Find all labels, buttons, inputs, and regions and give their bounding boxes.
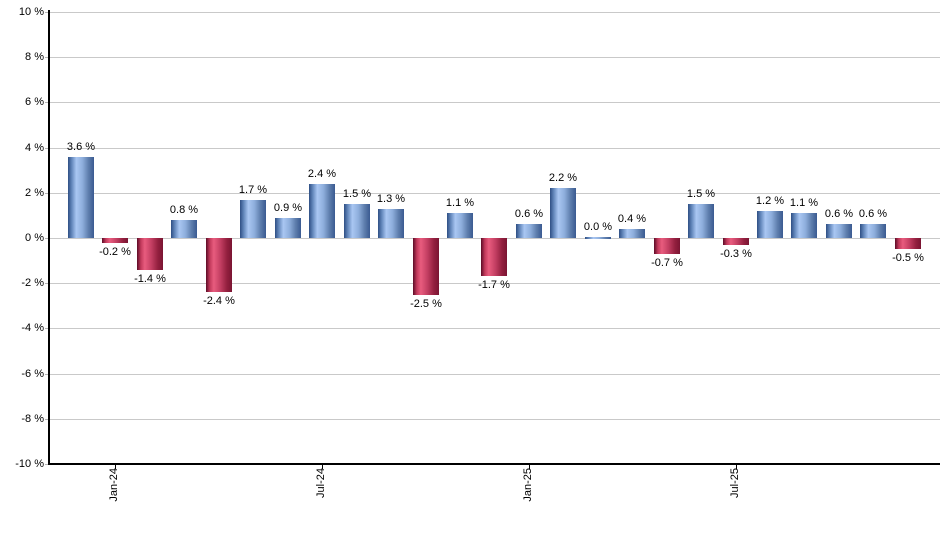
y-axis-label: 10 % [18,6,44,18]
gridline [50,12,940,13]
bar [723,238,749,245]
y-axis-tick [45,148,49,149]
bar [378,209,404,238]
x-axis-tick [322,464,323,469]
y-axis-label: -2 % [21,277,44,289]
gridline [50,148,940,149]
x-axis-tick [529,464,530,469]
y-axis-tick [45,12,49,13]
bar-value-label: 1.2 % [755,195,785,207]
bar [860,224,886,238]
bar [413,238,439,295]
x-axis-tick [736,464,737,469]
bar [826,224,852,238]
bar-value-label: -1.4 % [134,273,166,285]
y-axis-tick [45,57,49,58]
bar [447,213,473,238]
x-axis-label: Jan-25 [522,468,534,502]
bar [585,237,611,239]
bar [68,157,94,238]
x-axis-tick [115,464,116,469]
bar-value-label: -0.5 % [892,252,924,264]
gridline [50,193,940,194]
gridline [50,57,940,58]
y-axis-tick [45,464,49,465]
gridline [50,419,940,420]
bar [516,224,542,238]
y-axis-label: 4 % [25,142,44,154]
gridline [50,328,940,329]
y-axis-tick [45,419,49,420]
bar-value-label: 1.1 % [789,197,819,209]
bar [275,218,301,238]
y-axis-label: -6 % [21,368,44,380]
bar [171,220,197,238]
gridline [50,283,940,284]
gridline [50,102,940,103]
bar-value-label: 1.7 % [238,184,268,196]
y-axis-tick [45,374,49,375]
bar [481,238,507,276]
bar [757,211,783,238]
bar-value-label: 0.6 % [824,208,854,220]
y-axis-label: 2 % [25,187,44,199]
bar-value-label: -0.7 % [651,257,683,269]
bar-value-label: 0.4 % [617,213,647,225]
y-axis-label: 0 % [25,232,44,244]
bar-value-label: 1.3 % [376,193,406,205]
bar-value-label: 3.6 % [66,141,96,153]
bar [102,238,128,243]
bar-value-label: 1.1 % [445,197,475,209]
bar-value-label: -2.4 % [203,295,235,307]
y-axis-label: -10 % [15,458,44,470]
y-axis-line [48,10,50,464]
bar-value-label: 0.8 % [169,204,199,216]
bar-value-label: -0.3 % [720,248,752,260]
bar-value-label: -0.2 % [99,246,131,258]
x-axis-label: Jul-24 [315,468,327,498]
y-axis-tick [45,328,49,329]
y-axis-label: 8 % [25,51,44,63]
x-axis-line [48,463,940,465]
y-axis-label: -8 % [21,413,44,425]
bar [344,204,370,238]
bar [550,188,576,238]
bar [895,238,921,249]
bar-value-label: -1.7 % [478,279,510,291]
y-axis-tick [45,283,49,284]
bar [619,229,645,238]
bar [240,200,266,238]
gridline [50,374,940,375]
y-axis-tick [45,193,49,194]
y-axis-label: -4 % [21,322,44,334]
y-axis-tick [45,238,49,239]
bar-value-label: 0.6 % [858,208,888,220]
bar-value-label: 0.6 % [514,208,544,220]
bar [309,184,335,238]
bar [137,238,163,270]
x-axis-label: Jan-24 [108,468,120,502]
bar-value-label: 0.0 % [583,221,613,233]
y-axis-tick [45,102,49,103]
x-axis-label: Jul-25 [729,468,741,498]
bar-value-label: -2.5 % [410,298,442,310]
bar-value-label: 0.9 % [273,202,303,214]
y-axis-label: 6 % [25,96,44,108]
bar [791,213,817,238]
bar [654,238,680,254]
bar-value-label: 2.4 % [307,168,337,180]
bar-value-label: 1.5 % [342,188,372,200]
bar [206,238,232,292]
bar [688,204,714,238]
bar-value-label: 1.5 % [686,188,716,200]
bar-value-label: 2.2 % [548,172,578,184]
